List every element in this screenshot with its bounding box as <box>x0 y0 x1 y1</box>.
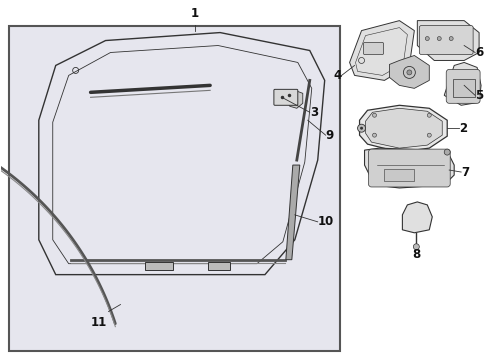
Text: 7: 7 <box>461 166 469 179</box>
Circle shape <box>407 70 412 75</box>
FancyBboxPatch shape <box>419 26 473 54</box>
Polygon shape <box>444 62 481 105</box>
FancyBboxPatch shape <box>364 42 384 54</box>
FancyBboxPatch shape <box>453 80 475 97</box>
Circle shape <box>427 133 431 137</box>
Text: 6: 6 <box>475 46 483 59</box>
Text: 10: 10 <box>318 215 334 228</box>
FancyBboxPatch shape <box>446 69 480 103</box>
Circle shape <box>425 37 429 41</box>
Text: 3: 3 <box>310 106 318 119</box>
FancyBboxPatch shape <box>368 149 450 187</box>
Circle shape <box>444 149 450 155</box>
Text: 8: 8 <box>412 248 420 261</box>
Circle shape <box>449 37 453 41</box>
Polygon shape <box>402 202 432 233</box>
FancyBboxPatch shape <box>146 262 173 270</box>
Polygon shape <box>365 148 454 188</box>
Text: 9: 9 <box>326 129 334 142</box>
FancyBboxPatch shape <box>385 169 415 181</box>
Circle shape <box>427 113 431 117</box>
FancyBboxPatch shape <box>9 26 340 351</box>
Polygon shape <box>360 105 447 152</box>
Polygon shape <box>285 90 303 108</box>
Polygon shape <box>417 21 479 60</box>
Circle shape <box>358 124 366 132</box>
Text: 4: 4 <box>333 69 342 82</box>
FancyBboxPatch shape <box>274 89 298 105</box>
Polygon shape <box>390 55 429 88</box>
Text: 1: 1 <box>191 6 199 20</box>
Circle shape <box>372 133 376 137</box>
Circle shape <box>414 244 419 250</box>
Circle shape <box>372 113 376 117</box>
Circle shape <box>437 37 441 41</box>
Circle shape <box>360 127 363 130</box>
Text: 11: 11 <box>91 316 107 329</box>
Text: 2: 2 <box>459 122 467 135</box>
Text: 5: 5 <box>475 89 483 102</box>
FancyBboxPatch shape <box>208 262 230 270</box>
Polygon shape <box>286 165 300 260</box>
Polygon shape <box>366 108 442 148</box>
Polygon shape <box>349 21 415 80</box>
